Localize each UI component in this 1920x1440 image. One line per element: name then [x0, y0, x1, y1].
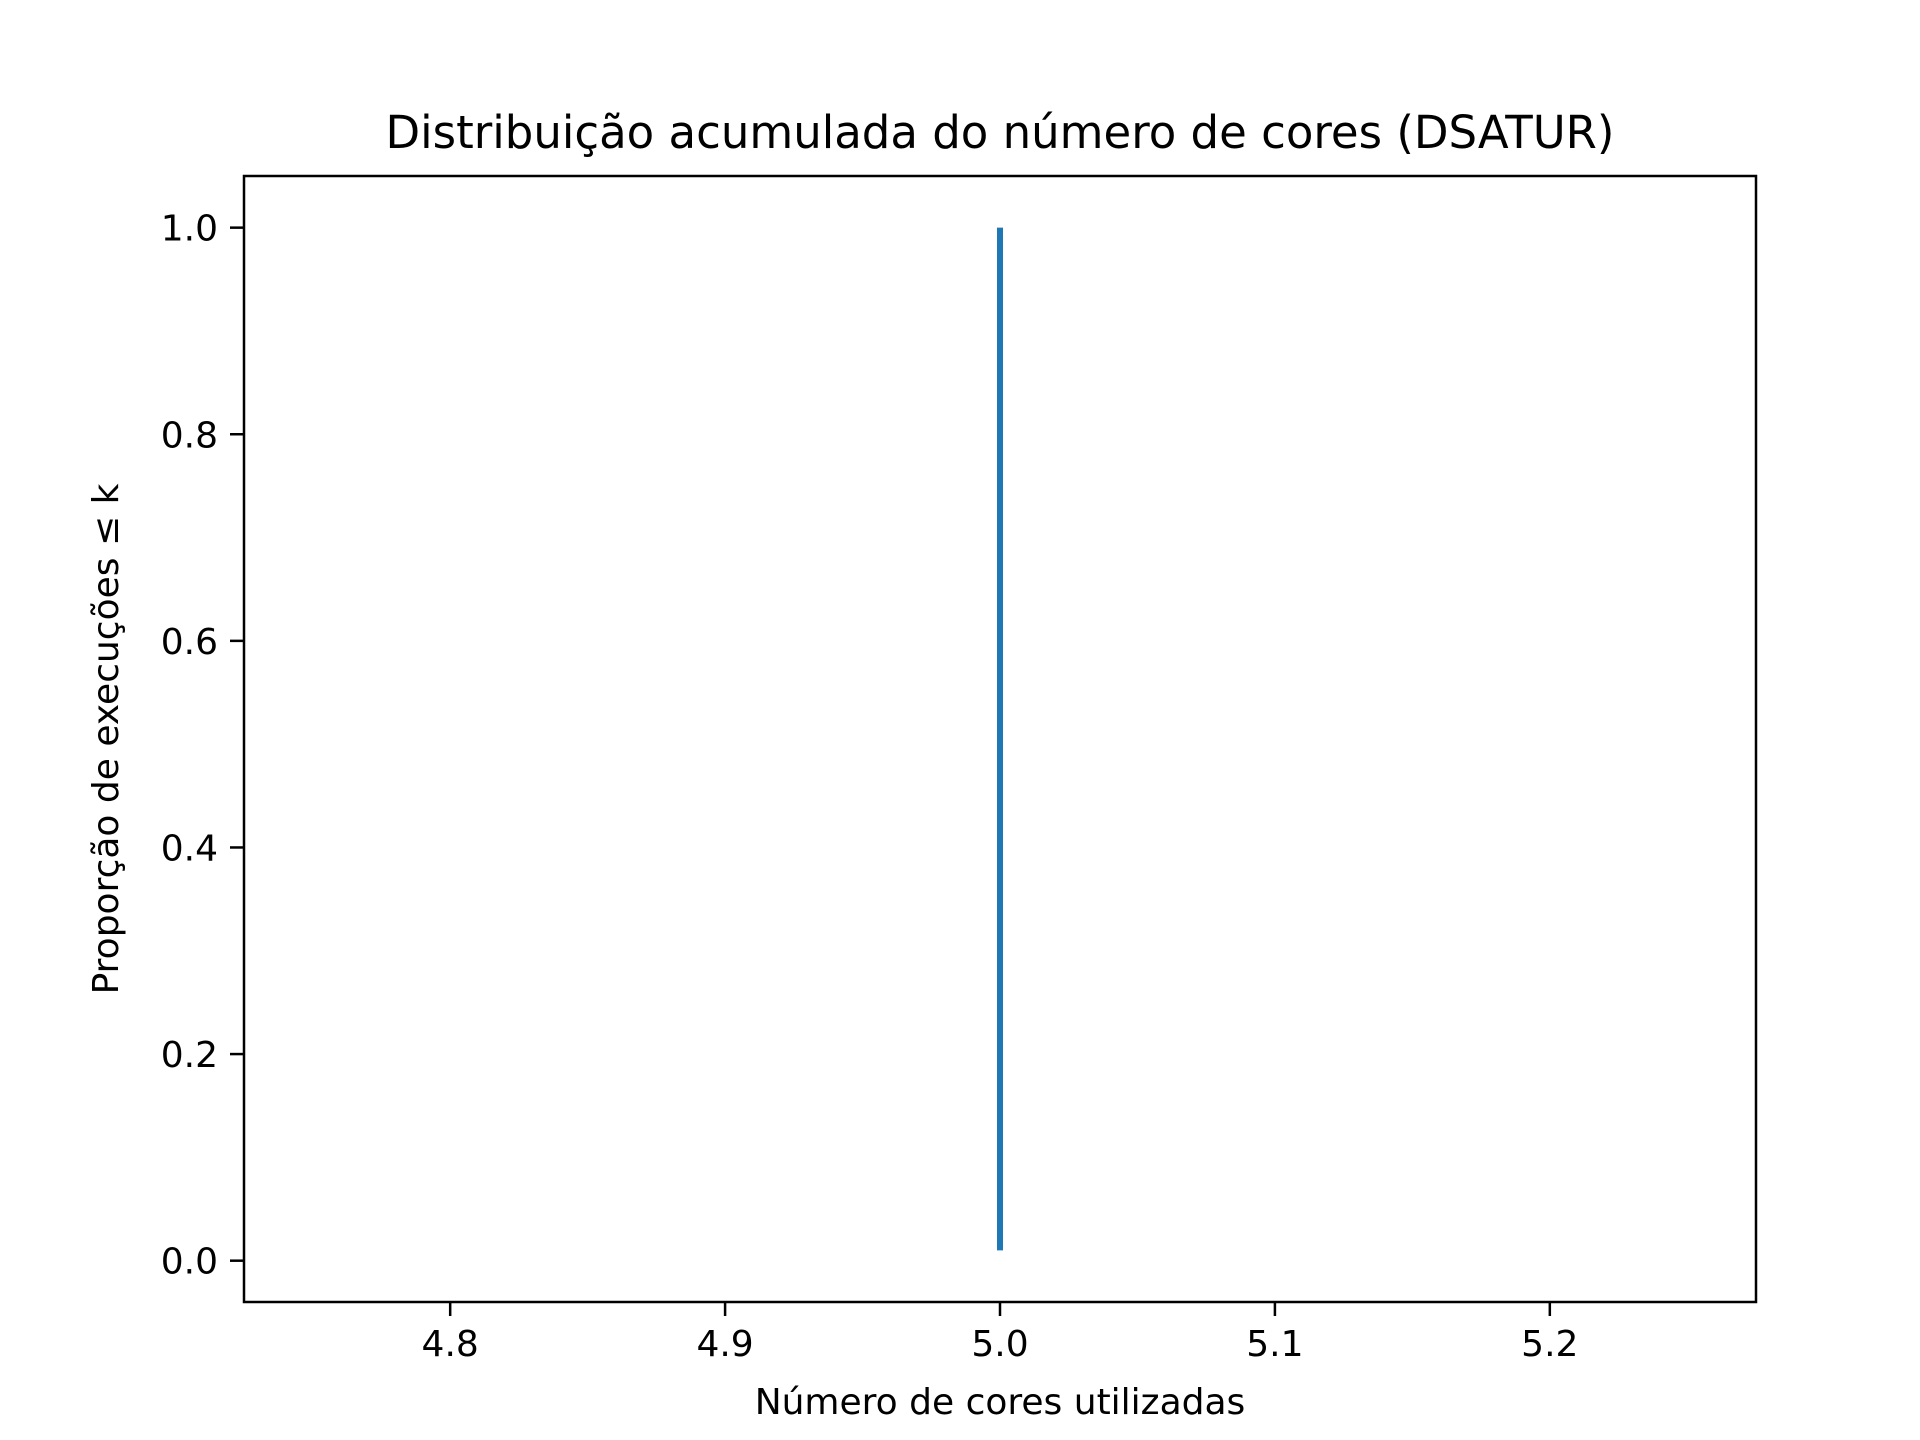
x-tick-label: 4.8	[422, 1324, 479, 1365]
y-tick-label: 1.0	[161, 209, 218, 250]
chart-title: Distribuição acumulada do número de core…	[386, 106, 1615, 159]
x-axis-label: Número de cores utilizadas	[755, 1382, 1246, 1423]
x-tick-label: 5.0	[971, 1324, 1028, 1365]
y-tick-label: 0.6	[161, 622, 218, 663]
x-tick-label: 5.2	[1521, 1324, 1578, 1365]
y-tick-label: 0.0	[161, 1242, 218, 1283]
y-tick-label: 0.8	[161, 415, 218, 456]
y-axis-ticks: 0.0 0.2 0.4 0.6 0.8 1.0	[161, 209, 244, 1283]
x-tick-label: 5.1	[1246, 1324, 1303, 1365]
y-tick-label: 0.2	[161, 1035, 218, 1076]
y-tick-label: 0.4	[161, 828, 218, 869]
y-axis-label: Proporção de execuções ≤ k	[86, 483, 127, 994]
x-tick-label: 4.9	[696, 1324, 753, 1365]
x-axis-ticks: 4.8 4.9 5.0 5.1 5.2	[422, 1302, 1578, 1365]
